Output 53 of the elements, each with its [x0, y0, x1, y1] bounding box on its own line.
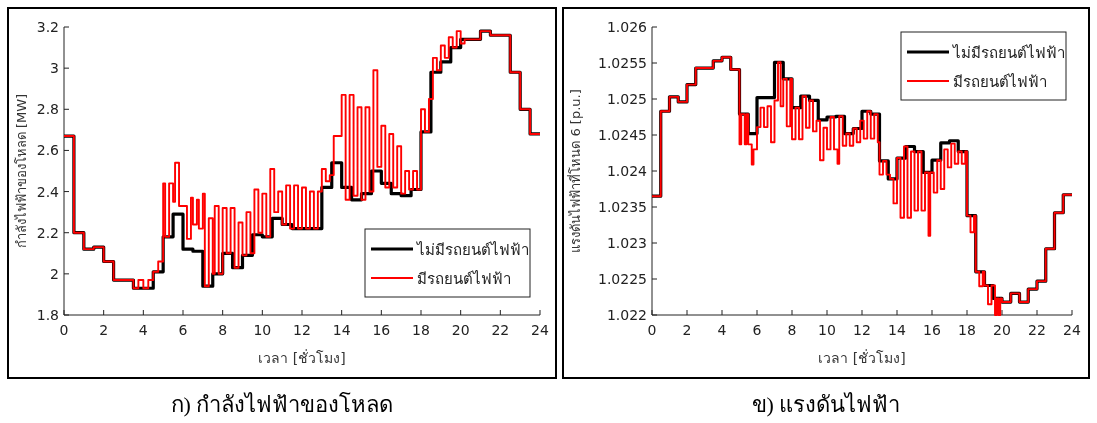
legend-label: ไม่มีรถยนต์ไฟฟ้า [952, 44, 1065, 62]
x-tick-label: 2 [99, 322, 109, 338]
x-tick-label: 8 [787, 322, 797, 338]
x-tick-label: 20 [451, 322, 470, 338]
y-tick-label: 3.2 [36, 19, 59, 35]
x-tick-label: 24 [1063, 322, 1081, 338]
y-tick-label: 2.4 [36, 183, 60, 200]
x-tick-label: 6 [178, 322, 188, 338]
x-tick-label: 0 [59, 322, 69, 338]
x-tick-label: 14 [888, 322, 906, 338]
y-tick-label: 2.8 [36, 101, 59, 118]
legend-label: มีรถยนต์ไฟฟ้า [417, 270, 511, 288]
y-tick-label: 1.026 [606, 19, 648, 35]
x-tick-label: 22 [491, 322, 510, 338]
x-tick-label: 16 [372, 322, 391, 338]
x-tick-label: 24 [531, 322, 549, 338]
y-tick-label: 2 [50, 265, 59, 282]
x-tick-label: 10 [818, 322, 836, 338]
y-tick-label: 2.2 [36, 224, 59, 241]
legend-label: มีรถยนต์ไฟฟ้า [953, 73, 1047, 91]
y-tick-label: 2.6 [36, 142, 60, 159]
y-tick-label: 1.0225 [598, 271, 647, 287]
x-tick-label: 8 [218, 322, 228, 338]
y-tick-label: 1.0235 [598, 199, 647, 215]
text: ข) แรงดันไฟฟ้า [751, 392, 901, 417]
x-tick-label: 6 [752, 322, 762, 338]
x-tick-label: 12 [853, 322, 871, 338]
y-tick-label: 1.022 [606, 307, 647, 323]
y-tick-label: 1.025 [606, 91, 647, 107]
x-axis-title: เวลา [ชั่วโมง] [818, 349, 906, 366]
x-tick-label: 20 [993, 322, 1011, 338]
x-tick-label: 16 [923, 322, 941, 338]
y-tick-label: 3 [50, 60, 59, 77]
text: ก) กำลังไฟฟ้าของโหลด [170, 392, 394, 417]
x-tick-label: 4 [717, 322, 727, 338]
y-tick-label: 1.0245 [598, 127, 647, 143]
y-tick-label: 1.024 [606, 163, 648, 179]
x-tick-label: 12 [293, 322, 311, 338]
y-tick-label: 1.0255 [598, 55, 647, 71]
x-tick-label: 22 [1028, 322, 1046, 338]
x-tick-label: 18 [412, 322, 430, 338]
x-tick-label: 18 [958, 322, 976, 338]
legend-label: ไม่มีรถยนต์ไฟฟ้า [416, 241, 529, 259]
y-axis-title: กำลังไฟฟ้าของโหลด [MW] [14, 93, 29, 249]
x-axis-title: เวลา [ชั่วโมง] [258, 349, 346, 366]
y-tick-label: 1.8 [36, 307, 59, 323]
y-axis-title: แรงดันไฟฟ้าที่โหนด 6 [p.u.] [567, 89, 583, 253]
x-tick-label: 14 [332, 322, 351, 338]
x-tick-label: 4 [138, 322, 148, 338]
x-tick-label: 0 [647, 322, 657, 338]
x-tick-label: 2 [682, 322, 692, 338]
y-tick-label: 1.023 [606, 235, 647, 251]
x-tick-label: 10 [253, 322, 272, 338]
